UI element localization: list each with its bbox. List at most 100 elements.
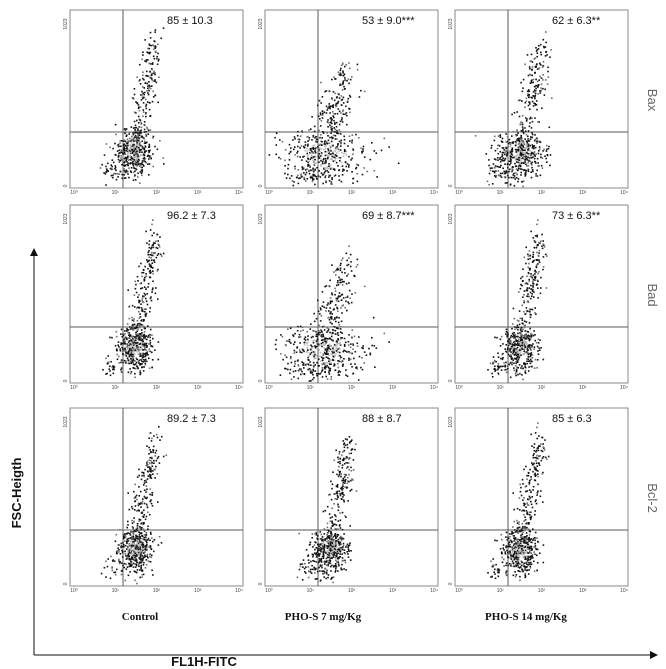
event-dot	[296, 346, 299, 348]
event-dot	[328, 90, 330, 92]
event-dot	[143, 319, 145, 321]
event-dot	[312, 135, 315, 137]
event-dot	[517, 145, 520, 148]
event-dot	[321, 566, 323, 569]
event-dot	[149, 328, 152, 331]
event-dot	[336, 96, 338, 98]
event-dot	[310, 128, 312, 130]
event-dot	[331, 549, 334, 552]
event-dot	[135, 136, 137, 139]
event-dot	[315, 156, 317, 158]
event-dot	[528, 322, 531, 324]
event-dot	[310, 323, 312, 325]
event-dot	[311, 537, 313, 539]
event-dot	[351, 139, 353, 142]
event-dot	[107, 361, 109, 364]
event-dot	[540, 164, 543, 167]
event-dot	[122, 537, 125, 540]
event-dot	[322, 305, 325, 308]
event-dot	[158, 246, 161, 248]
event-dot	[115, 552, 118, 555]
event-dot	[138, 333, 141, 335]
event-dot	[136, 150, 138, 153]
event-dot	[144, 547, 147, 550]
event-dot	[522, 341, 525, 343]
event-dot	[335, 154, 338, 157]
event-dot	[316, 138, 319, 141]
event-dot	[144, 313, 147, 316]
event-dot	[128, 549, 131, 551]
event-dot	[334, 78, 337, 80]
event-dot	[114, 573, 117, 576]
event-dot	[298, 141, 300, 143]
event-dot	[143, 87, 146, 89]
event-dot	[132, 528, 135, 530]
event-dot	[523, 320, 526, 323]
event-dot	[521, 146, 524, 149]
event-dot	[119, 561, 121, 563]
event-dot	[139, 282, 142, 285]
event-dot	[115, 551, 118, 553]
event-dot	[516, 326, 518, 329]
event-dot	[527, 345, 530, 347]
event-dot	[140, 363, 142, 366]
event-dot	[113, 368, 115, 371]
event-dot	[332, 168, 335, 170]
event-dot	[132, 97, 135, 100]
event-dot	[537, 342, 540, 344]
event-dot	[539, 292, 542, 295]
event-dot	[105, 184, 107, 186]
event-dot	[524, 366, 526, 368]
event-dot	[344, 480, 346, 482]
event-dot	[156, 57, 158, 60]
event-dot	[524, 138, 526, 140]
event-dot	[321, 140, 323, 143]
event-dot	[312, 373, 314, 376]
event-dot	[528, 149, 530, 152]
event-dot	[336, 342, 338, 345]
event-dot	[523, 342, 525, 345]
event-dot	[132, 526, 134, 529]
event-dot	[152, 449, 154, 451]
panel-frame	[454, 9, 629, 189]
event-dot	[131, 135, 133, 138]
event-dot	[146, 70, 148, 73]
event-dot	[138, 552, 141, 555]
event-dot	[322, 339, 324, 341]
event-dot	[324, 352, 326, 354]
event-dot	[149, 129, 152, 131]
event-dot	[490, 147, 493, 149]
event-dot	[521, 339, 523, 341]
event-dot	[314, 351, 316, 354]
event-dot	[352, 149, 355, 151]
event-dot	[152, 242, 155, 245]
event-dot	[519, 339, 522, 342]
event-dot	[535, 264, 538, 266]
event-dot	[397, 162, 400, 165]
event-dot	[321, 331, 323, 333]
event-dot	[158, 535, 161, 538]
event-dot	[119, 529, 121, 531]
event-dot	[310, 156, 313, 159]
event-dot	[504, 151, 507, 153]
event-dot	[326, 350, 328, 353]
event-dot	[506, 334, 508, 337]
event-dot	[157, 544, 160, 546]
event-dot	[528, 308, 531, 311]
event-dot	[294, 165, 296, 168]
event-dot	[527, 295, 529, 298]
event-dot	[323, 351, 326, 353]
event-dot	[342, 70, 344, 72]
x-tick-label: 10⁴	[430, 190, 438, 196]
event-dot	[120, 343, 122, 346]
event-dot	[161, 435, 163, 438]
event-dot	[307, 341, 309, 344]
event-dot	[289, 372, 291, 375]
event-dot	[134, 127, 136, 129]
event-dot	[285, 177, 288, 179]
event-dot	[339, 341, 342, 344]
event-dot	[134, 343, 137, 346]
event-dot	[154, 94, 156, 97]
event-dot	[515, 358, 517, 360]
